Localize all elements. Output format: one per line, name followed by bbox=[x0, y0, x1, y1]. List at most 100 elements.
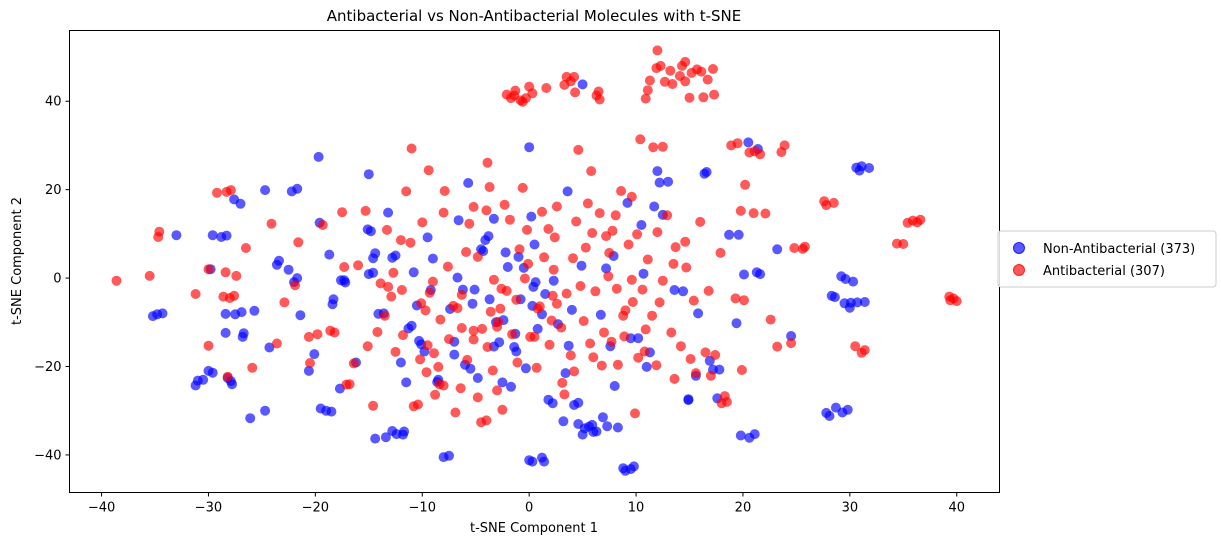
data-point bbox=[366, 226, 376, 236]
data-point bbox=[655, 297, 665, 307]
data-point bbox=[330, 328, 340, 338]
data-point bbox=[396, 358, 406, 368]
data-point bbox=[198, 375, 208, 385]
data-point bbox=[577, 261, 587, 271]
data-point bbox=[599, 328, 609, 338]
data-point bbox=[749, 208, 759, 218]
data-point bbox=[952, 296, 962, 306]
data-point bbox=[388, 268, 398, 278]
y-tick-label: 40 bbox=[45, 95, 62, 110]
data-point bbox=[643, 85, 653, 95]
data-point bbox=[578, 79, 588, 89]
data-point bbox=[539, 252, 549, 262]
data-point bbox=[733, 138, 743, 148]
data-point bbox=[632, 229, 642, 239]
data-point bbox=[526, 212, 536, 222]
data-point bbox=[305, 358, 315, 368]
data-point bbox=[112, 276, 122, 286]
data-point bbox=[469, 326, 479, 336]
data-point bbox=[596, 310, 606, 320]
data-point bbox=[407, 321, 417, 331]
data-point bbox=[204, 341, 214, 351]
legend-marker-antibacterial bbox=[1014, 265, 1025, 276]
data-point bbox=[473, 373, 483, 383]
data-point bbox=[500, 200, 510, 210]
data-point bbox=[314, 152, 324, 162]
data-point bbox=[592, 427, 602, 437]
data-point bbox=[223, 372, 233, 382]
data-point bbox=[502, 286, 512, 296]
data-point bbox=[423, 232, 433, 242]
data-point bbox=[413, 400, 423, 410]
data-point bbox=[488, 366, 498, 376]
data-point bbox=[238, 332, 248, 342]
data-point bbox=[469, 335, 479, 345]
x-tick-label: −20 bbox=[302, 501, 329, 516]
data-point bbox=[515, 244, 525, 254]
data-point bbox=[370, 434, 380, 444]
data-point bbox=[272, 339, 282, 349]
data-point bbox=[708, 64, 718, 74]
data-point bbox=[681, 263, 691, 273]
data-point bbox=[450, 408, 460, 418]
data-point bbox=[417, 217, 427, 227]
data-point bbox=[658, 142, 668, 152]
data-point bbox=[563, 186, 573, 196]
data-point bbox=[401, 186, 411, 196]
data-point bbox=[671, 242, 681, 252]
data-point bbox=[691, 368, 701, 378]
data-point bbox=[587, 228, 597, 238]
data-point bbox=[231, 271, 241, 281]
data-point bbox=[339, 262, 349, 272]
data-point bbox=[676, 341, 686, 351]
data-point bbox=[772, 244, 782, 254]
data-point bbox=[570, 87, 580, 97]
data-point bbox=[585, 339, 595, 349]
data-point bbox=[422, 367, 432, 377]
data-point bbox=[616, 186, 626, 196]
data-point bbox=[473, 252, 483, 262]
data-point bbox=[398, 330, 408, 340]
data-point bbox=[329, 294, 339, 304]
data-point bbox=[439, 381, 449, 391]
data-point bbox=[670, 285, 680, 295]
data-point bbox=[766, 315, 776, 325]
data-point bbox=[237, 307, 247, 317]
data-point bbox=[295, 310, 305, 320]
data-point bbox=[698, 92, 708, 102]
data-point bbox=[453, 303, 463, 313]
data-point bbox=[457, 323, 467, 333]
data-point bbox=[610, 381, 620, 391]
data-point bbox=[489, 275, 499, 285]
data-point bbox=[550, 232, 560, 242]
data-point bbox=[680, 237, 690, 247]
data-point bbox=[860, 345, 870, 355]
data-point bbox=[483, 158, 493, 168]
data-point bbox=[481, 205, 491, 215]
data-point bbox=[376, 278, 386, 288]
data-point bbox=[524, 142, 534, 152]
data-point bbox=[789, 243, 799, 253]
data-point bbox=[864, 163, 874, 173]
data-point bbox=[470, 285, 480, 295]
data-point bbox=[595, 95, 605, 105]
data-point bbox=[497, 405, 507, 415]
data-point bbox=[635, 134, 645, 144]
data-point bbox=[521, 363, 531, 373]
y-tick-label: 20 bbox=[45, 183, 62, 198]
data-point bbox=[537, 207, 547, 217]
data-point bbox=[512, 358, 522, 368]
data-point bbox=[279, 297, 289, 307]
data-point bbox=[612, 284, 622, 294]
data-point bbox=[680, 57, 690, 67]
data-point bbox=[629, 461, 639, 471]
data-point bbox=[558, 416, 568, 426]
data-point bbox=[561, 368, 571, 378]
data-point bbox=[693, 308, 703, 318]
data-point bbox=[245, 413, 255, 423]
data-point bbox=[313, 329, 323, 339]
data-point bbox=[564, 341, 574, 351]
data-point bbox=[535, 301, 545, 311]
data-point bbox=[590, 286, 600, 296]
data-point bbox=[663, 177, 673, 187]
